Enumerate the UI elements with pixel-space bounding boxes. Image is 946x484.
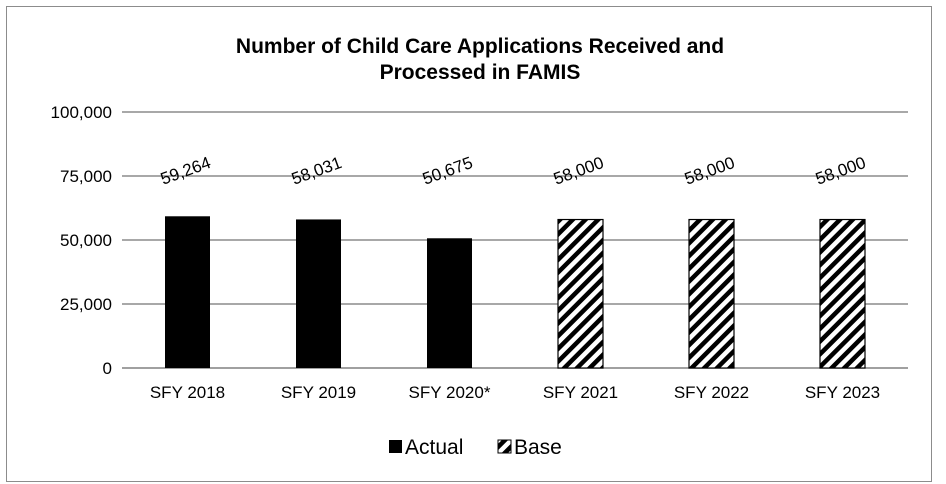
y-tick-label: 50,000 <box>60 231 112 250</box>
data-label: 58,000 <box>813 153 868 189</box>
legend-swatch-actual <box>389 440 402 453</box>
bar-actual <box>296 219 341 368</box>
x-tick-label: SFY 2020* <box>409 383 491 402</box>
bar-actual <box>165 216 210 368</box>
legend: Actual Base <box>389 436 562 459</box>
data-label: 58,000 <box>682 153 737 189</box>
chart-title-line-1: Number of Child Care Applications Receiv… <box>236 35 724 58</box>
x-tick-label: SFY 2023 <box>805 383 880 402</box>
y-tick-label: 75,000 <box>60 167 112 186</box>
x-axis-labels: SFY 2018 SFY 2019 SFY 2020* SFY 2021 SFY 202… <box>150 383 880 402</box>
legend-swatch-base <box>497 439 512 454</box>
x-tick-label: SFY 2019 <box>281 383 356 402</box>
x-tick-label: SFY 2021 <box>543 383 618 402</box>
data-label: 58,031 <box>289 153 344 189</box>
y-tick-label: 0 <box>103 359 112 378</box>
y-axis-labels: 0 25,000 50,000 75,000 100,000 <box>51 103 112 378</box>
chart-title-line-2: Processed in FAMIS <box>380 61 581 84</box>
x-tick-label: SFY 2022 <box>674 383 749 402</box>
y-tick-label: 25,000 <box>60 295 112 314</box>
x-tick-label: SFY 2018 <box>150 383 225 402</box>
data-label: 50,675 <box>420 153 475 189</box>
data-label: 59,264 <box>158 153 213 189</box>
bars <box>165 216 866 369</box>
bar-base <box>557 218 604 369</box>
bar-base <box>819 218 866 369</box>
data-labels: 59,264 58,031 50,675 58,000 58,000 58,000 <box>158 153 868 189</box>
data-label: 58,000 <box>551 153 606 189</box>
y-tick-label: 100,000 <box>51 103 112 122</box>
gridlines <box>122 111 908 369</box>
legend-label-actual: Actual <box>405 436 463 459</box>
bar-base <box>688 218 735 369</box>
legend-label-base: Base <box>514 436 562 459</box>
bar-actual <box>427 238 472 368</box>
